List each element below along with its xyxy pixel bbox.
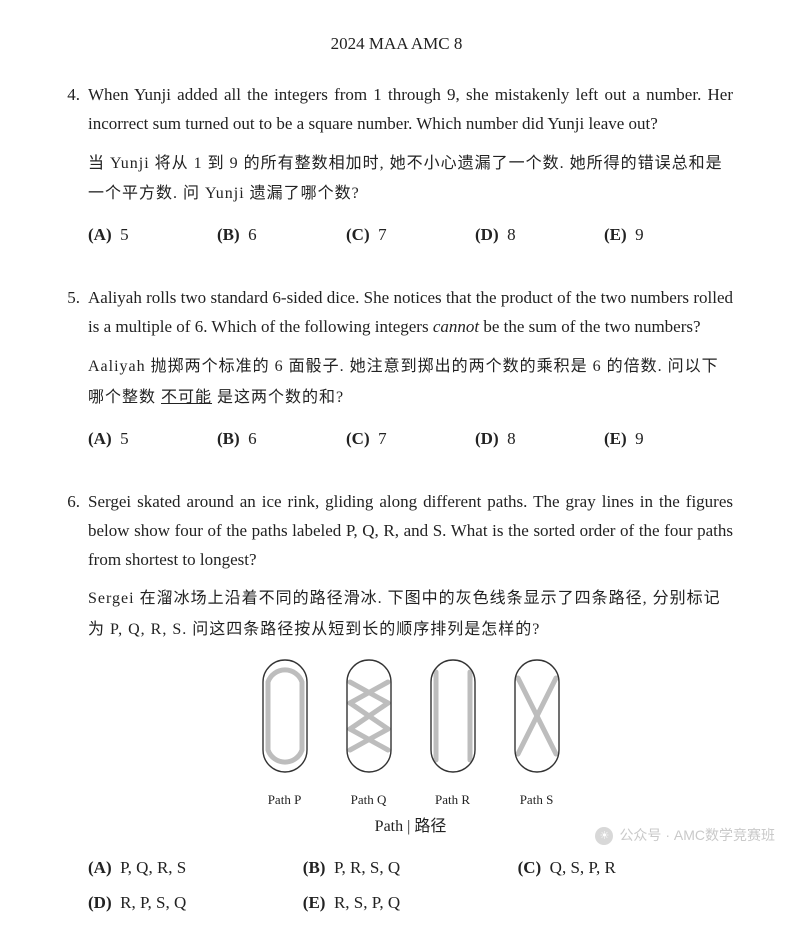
choice-c: (C) 7 [346, 221, 475, 250]
problem-number: 5. [60, 284, 88, 467]
figure-s: Path S [512, 657, 562, 811]
problem-text-zh: 当 Yunji 将从 1 到 9 的所有整数相加时, 她不小心遗漏了一个数. 她… [88, 149, 733, 210]
problem-text-en: Aaliyah rolls two standard 6-sided dice.… [88, 284, 733, 342]
choice-a: (A) 5 [88, 425, 217, 454]
answer-choices: (A) 5 (B) 6 (C) 7 (D) 8 (E) 9 [88, 221, 733, 256]
choice-c: (C) 7 [346, 425, 475, 454]
figure-row: Path P Path Q Path R Path S [88, 657, 733, 811]
choice-a: (A) P, Q, R, S [88, 854, 303, 883]
problem-4: 4. When Yunji added all the integers fro… [60, 81, 733, 264]
choice-b: (B) P, R, S, Q [303, 854, 518, 883]
choice-c: (C) Q, S, P, R [518, 854, 733, 883]
answer-choices: (A) P, Q, R, S (B) P, R, S, Q (C) Q, S, … [88, 854, 733, 924]
problem-5: 5. Aaliyah rolls two standard 6-sided di… [60, 284, 733, 467]
choice-a: (A) 5 [88, 221, 217, 250]
rink-p-icon [260, 657, 310, 775]
choice-e: (E) R, S, P, Q [303, 889, 518, 918]
answer-choices: (A) 5 (B) 6 (C) 7 (D) 8 (E) 9 [88, 425, 733, 460]
problem-number: 6. [60, 488, 88, 932]
choice-b: (B) 6 [217, 425, 346, 454]
problem-6: 6. Sergei skated around an ice rink, gli… [60, 488, 733, 932]
rink-s-icon [512, 657, 562, 775]
rink-r-icon [428, 657, 478, 775]
problem-text-en: When Yunji added all the integers from 1… [88, 81, 733, 139]
problem-number: 4. [60, 81, 88, 264]
choice-d: (D) 8 [475, 425, 604, 454]
choice-b: (B) 6 [217, 221, 346, 250]
problem-text-en: Sergei skated around an ice rink, glidin… [88, 488, 733, 575]
choice-d: (D) 8 [475, 221, 604, 250]
problem-text-zh: Aaliyah 抛掷两个标准的 6 面骰子. 她注意到掷出的两个数的乘积是 6 … [88, 352, 733, 413]
figure-q: Path Q [344, 657, 394, 811]
choice-e: (E) 9 [604, 221, 733, 250]
watermark: ☀ 公众号 · AMC数学竞赛班 [595, 824, 775, 848]
rink-q-icon [344, 657, 394, 775]
choice-e: (E) 9 [604, 425, 733, 454]
page-header: 2024 MAA AMC 8 [60, 30, 733, 59]
problem-text-zh: Sergei 在溜冰场上沿着不同的路径滑冰. 下图中的灰色线条显示了四条路径, … [88, 584, 733, 645]
figure-p: Path P [260, 657, 310, 811]
watermark-text: 公众号 · AMC数学竞赛班 [619, 824, 775, 848]
wechat-icon: ☀ [595, 827, 613, 845]
choice-d: (D) R, P, S, Q [88, 889, 303, 918]
figure-r: Path R [428, 657, 478, 811]
